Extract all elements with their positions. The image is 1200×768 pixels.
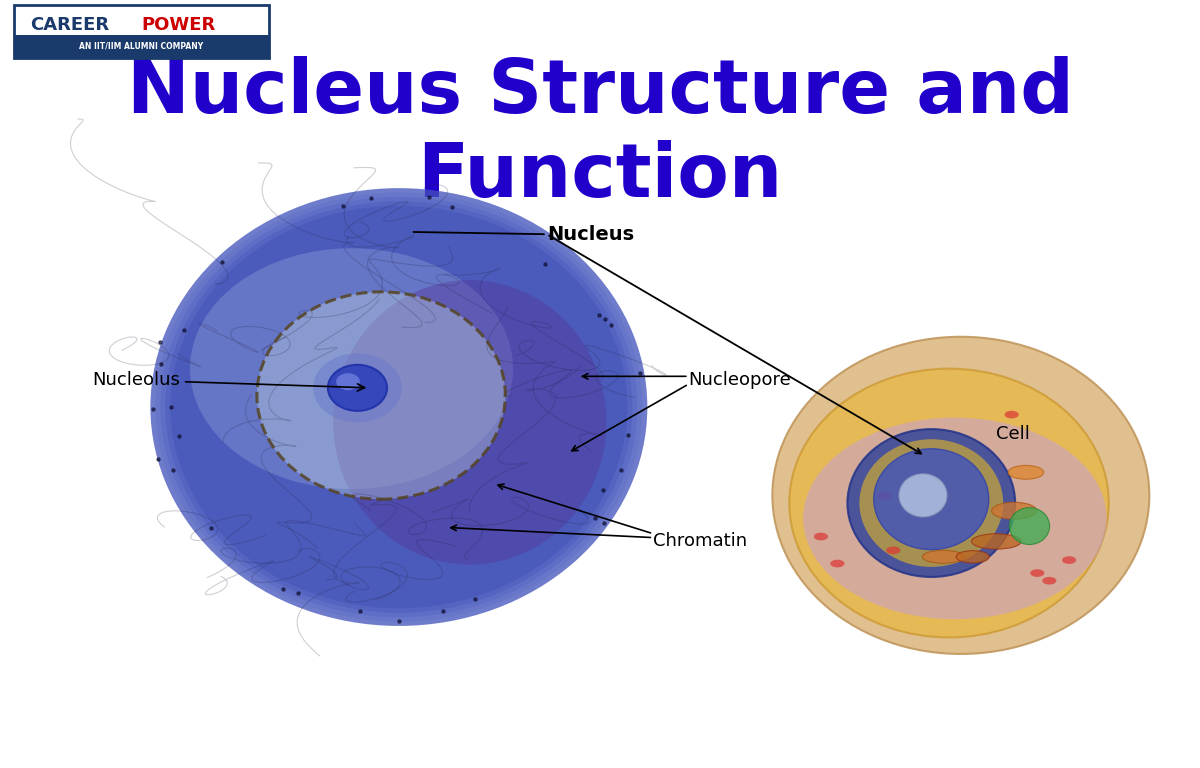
Ellipse shape	[830, 560, 845, 568]
Text: Function: Function	[418, 140, 782, 214]
FancyBboxPatch shape	[14, 5, 269, 58]
Text: Nucleopore: Nucleopore	[689, 371, 792, 389]
Ellipse shape	[334, 280, 606, 564]
Ellipse shape	[991, 502, 1037, 519]
Ellipse shape	[1004, 411, 1019, 419]
Ellipse shape	[313, 353, 402, 422]
Ellipse shape	[899, 474, 947, 517]
Ellipse shape	[773, 337, 1150, 654]
Ellipse shape	[923, 550, 964, 564]
Ellipse shape	[1043, 577, 1056, 584]
Text: Nucleolus: Nucleolus	[92, 371, 365, 391]
Ellipse shape	[790, 369, 1109, 637]
Ellipse shape	[1031, 569, 1044, 577]
Ellipse shape	[190, 248, 514, 489]
Text: Nucleus: Nucleus	[547, 225, 634, 243]
Text: AN IIT/IIM ALUMNI COMPANY: AN IIT/IIM ALUMNI COMPANY	[79, 41, 203, 51]
FancyBboxPatch shape	[14, 35, 269, 58]
Ellipse shape	[1008, 465, 1044, 479]
Ellipse shape	[150, 188, 647, 626]
Ellipse shape	[1062, 556, 1076, 564]
Ellipse shape	[1009, 508, 1050, 545]
Ellipse shape	[847, 429, 1015, 577]
Ellipse shape	[150, 188, 647, 626]
Ellipse shape	[170, 206, 628, 608]
Text: CAREER: CAREER	[30, 15, 109, 34]
Ellipse shape	[877, 492, 892, 500]
Ellipse shape	[972, 534, 1021, 549]
Ellipse shape	[803, 418, 1106, 619]
Ellipse shape	[859, 439, 1003, 567]
Ellipse shape	[336, 373, 360, 390]
Text: Cell: Cell	[996, 425, 1031, 443]
Ellipse shape	[155, 193, 642, 621]
Ellipse shape	[956, 551, 989, 563]
Text: Chromatin: Chromatin	[653, 532, 748, 551]
Text: POWER: POWER	[140, 15, 215, 34]
Ellipse shape	[814, 533, 828, 541]
Text: Nucleus Structure and: Nucleus Structure and	[126, 55, 1074, 129]
Ellipse shape	[257, 292, 505, 499]
Ellipse shape	[161, 197, 637, 617]
Ellipse shape	[166, 201, 632, 613]
Ellipse shape	[886, 547, 900, 554]
Ellipse shape	[328, 365, 388, 411]
Ellipse shape	[874, 449, 989, 550]
